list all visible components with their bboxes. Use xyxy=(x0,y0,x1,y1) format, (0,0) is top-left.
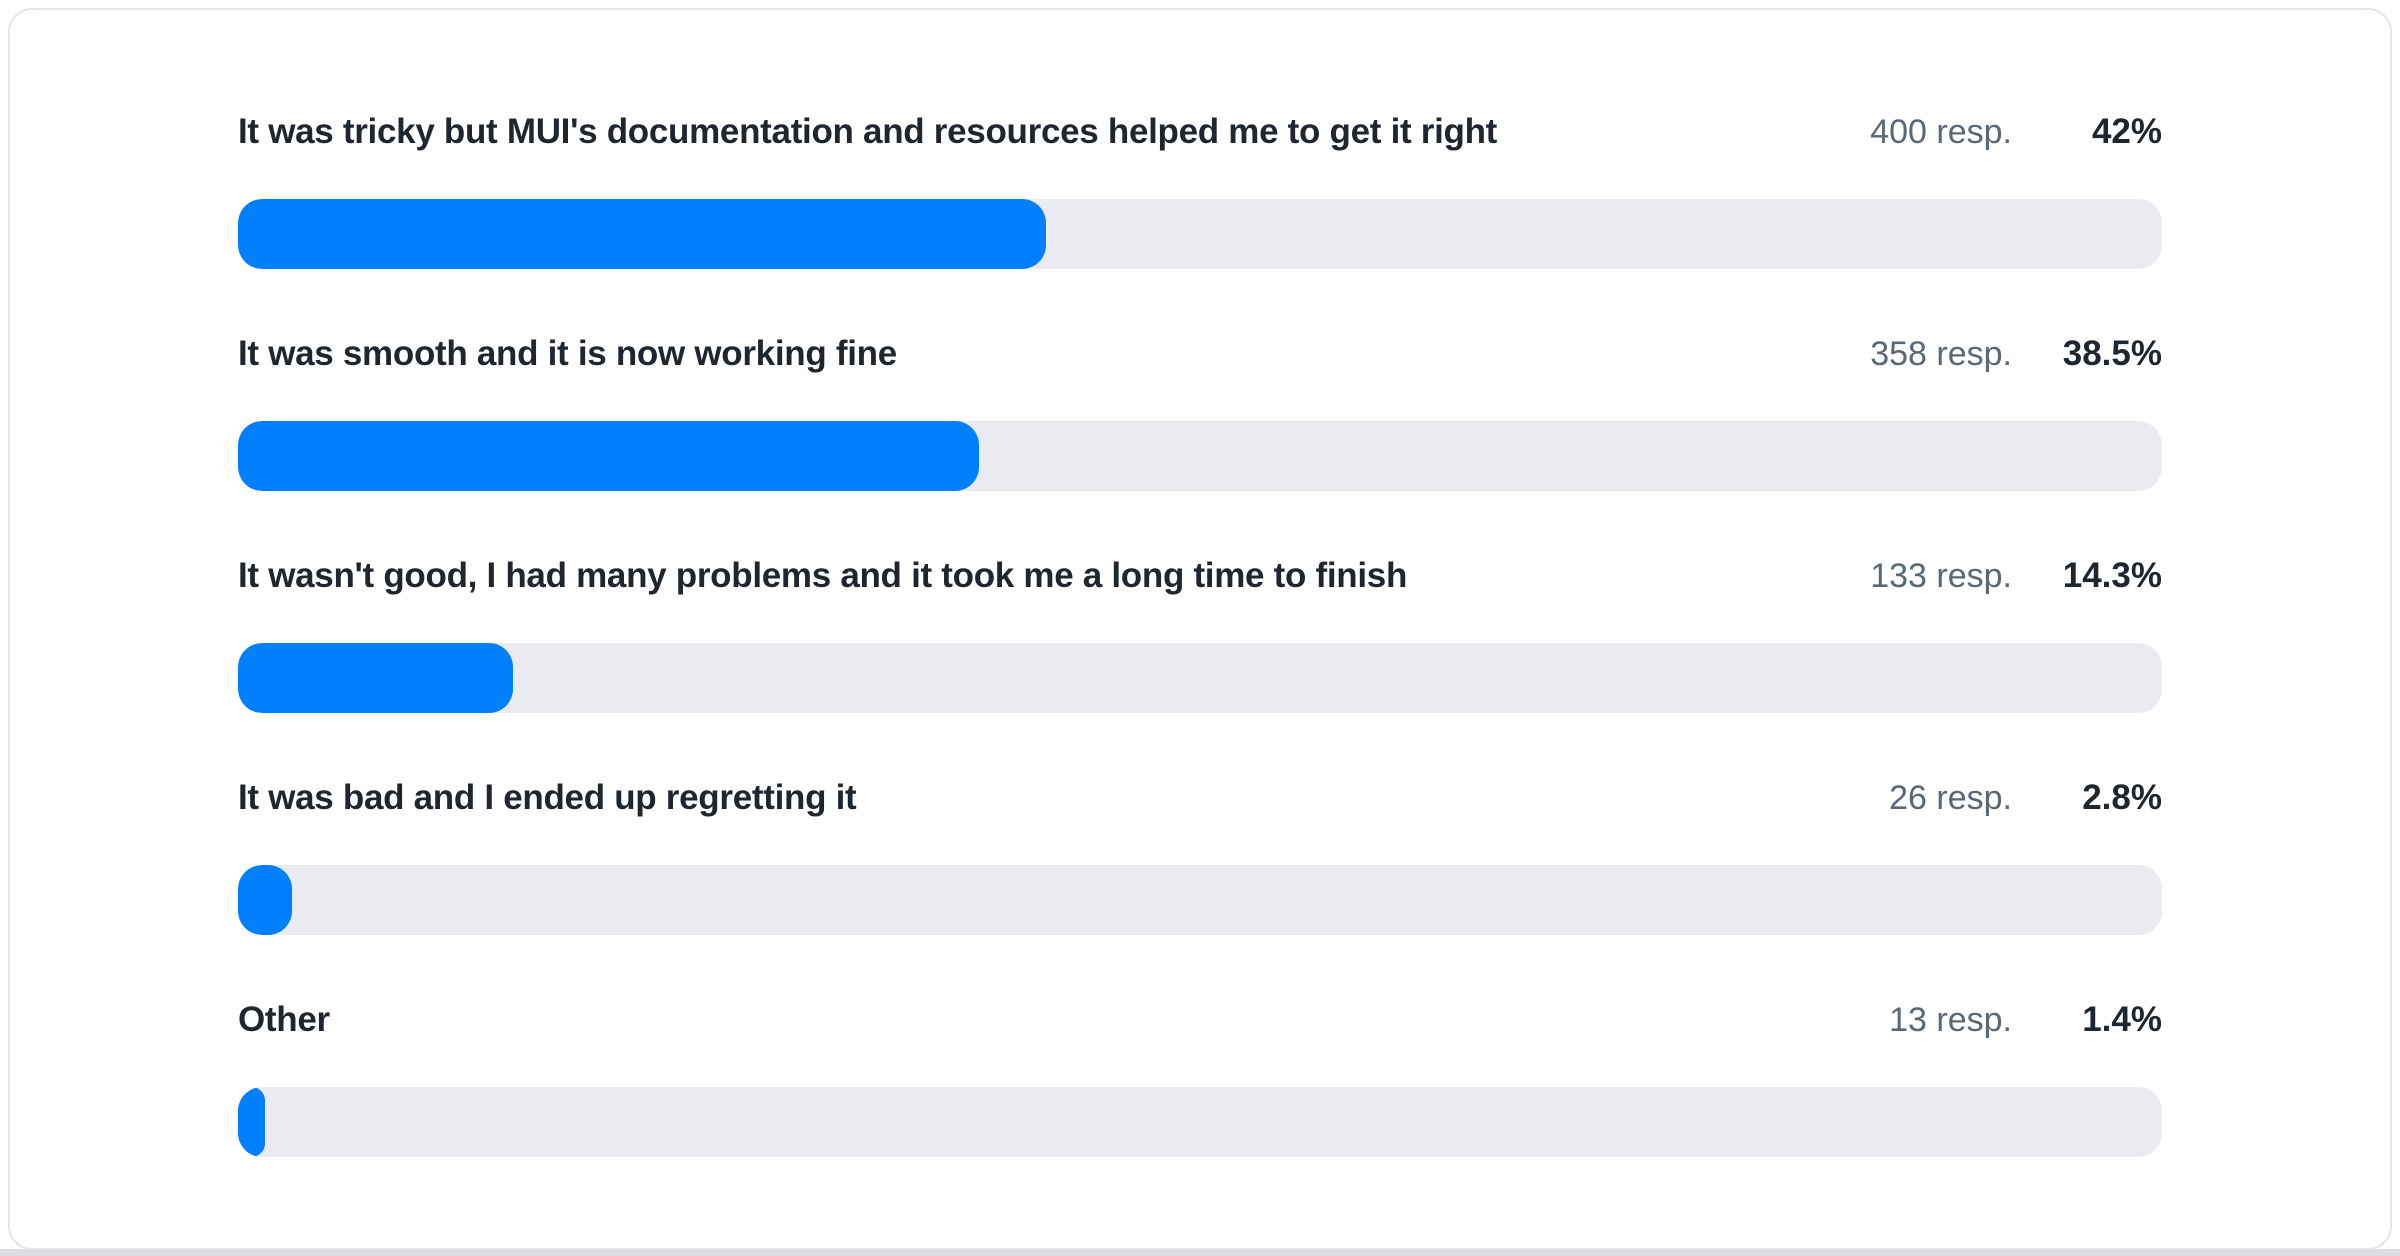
percent-value: 38.5% xyxy=(2062,334,2162,373)
responses-count: 133 resp. xyxy=(1870,557,2012,595)
answer-label: It wasn't good, I had many problems and … xyxy=(238,556,1408,595)
responses-count: 13 resp. xyxy=(1889,1001,2012,1039)
responses-count: 400 resp. xyxy=(1870,113,2012,151)
row-header: It was smooth and it is now working fine… xyxy=(238,332,2162,376)
survey-row: It was tricky but MUI's documentation an… xyxy=(238,110,2162,269)
row-header: It wasn't good, I had many problems and … xyxy=(238,554,2162,598)
row-header: It was tricky but MUI's documentation an… xyxy=(238,110,2162,154)
page-background-strip xyxy=(0,1249,2400,1256)
survey-results-card: It was tricky but MUI's documentation an… xyxy=(8,8,2392,1250)
survey-row: Other 13 resp. 1.4% xyxy=(238,998,2162,1157)
percent-value: 14.3% xyxy=(2062,556,2162,595)
bar-track xyxy=(238,1087,2162,1157)
row-header: Other 13 resp. 1.4% xyxy=(238,998,2162,1042)
bar-fill xyxy=(238,643,514,713)
bar-track xyxy=(238,421,2162,491)
percent-value: 2.8% xyxy=(2082,778,2162,817)
answer-label: Other xyxy=(238,1000,330,1039)
answer-label: It was tricky but MUI's documentation an… xyxy=(238,112,1498,151)
bar-fill xyxy=(238,1087,265,1157)
survey-row: It wasn't good, I had many problems and … xyxy=(238,554,2162,713)
bar-track xyxy=(238,865,2162,935)
answer-label: It was smooth and it is now working fine xyxy=(238,334,897,373)
responses-count: 26 resp. xyxy=(1889,779,2012,817)
row-header: It was bad and I ended up regretting it … xyxy=(238,776,2162,820)
bar-track xyxy=(238,643,2162,713)
answer-label: It was bad and I ended up regretting it xyxy=(238,778,857,817)
survey-row: It was bad and I ended up regretting it … xyxy=(238,776,2162,935)
responses-count: 358 resp. xyxy=(1870,335,2012,373)
survey-row: It was smooth and it is now working fine… xyxy=(238,332,2162,491)
bar-fill xyxy=(238,199,1047,269)
percent-value: 1.4% xyxy=(2082,1000,2162,1039)
percent-value: 42% xyxy=(2091,112,2162,151)
bar-fill xyxy=(238,421,979,491)
bar-track xyxy=(238,199,2162,269)
bar-fill xyxy=(238,865,292,935)
survey-bar-chart: It was tricky but MUI's documentation an… xyxy=(10,10,2390,1157)
